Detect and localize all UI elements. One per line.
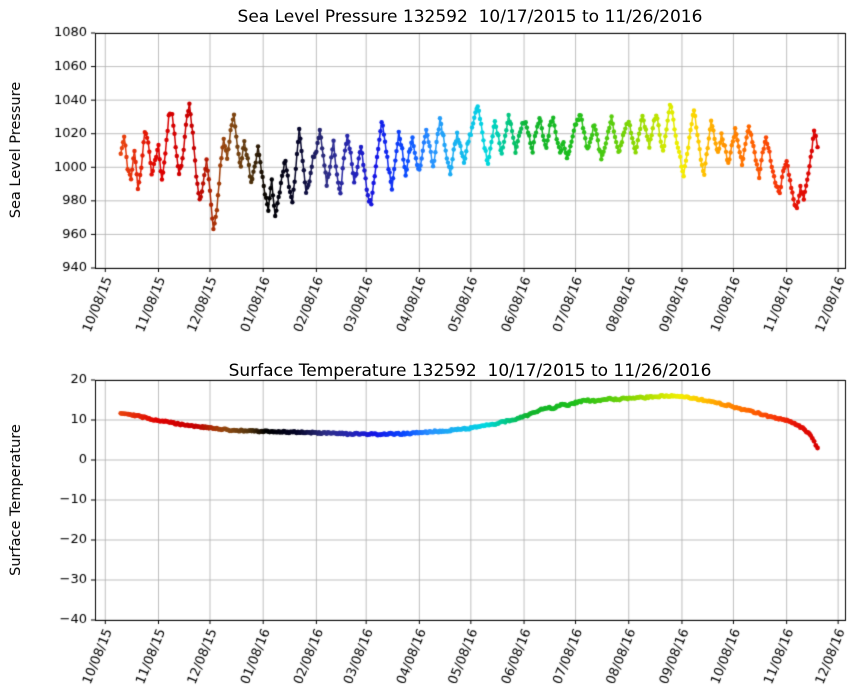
sea-level-pressure-title: Sea Level Pressure 132592 10/17/2015 to … xyxy=(237,7,703,27)
sea-level-pressure-plot-canvas xyxy=(0,0,867,350)
surface-temperature-chart: Surface Temperature 132592 10/17/2015 to… xyxy=(0,350,867,700)
sea-level-pressure-chart: Sea Level Pressure 132592 10/17/2015 to … xyxy=(0,0,867,350)
surface-temperature-plot-canvas xyxy=(0,350,867,700)
surface-temperature-title: Surface Temperature 132592 10/17/2015 to… xyxy=(228,361,712,381)
sea-level-pressure-y-axis-label: Sea Level Pressure xyxy=(8,81,24,219)
surface-temperature-y-axis-label: Surface Temperature xyxy=(8,424,24,576)
